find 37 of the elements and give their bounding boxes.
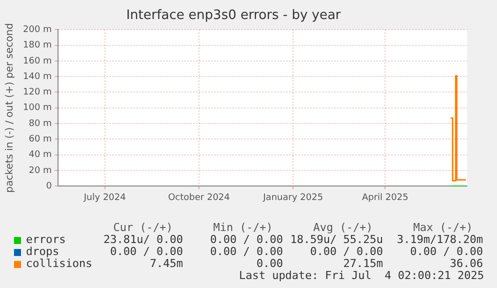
y-tick-label: 140 m <box>22 72 52 82</box>
y-tick-label: 20 m <box>28 166 52 176</box>
text: 27.15m <box>343 256 384 270</box>
x-tick-label: April 2025 <box>362 192 408 203</box>
text: 0.00 / 0.00 <box>110 244 183 258</box>
x-tick-label: October 2024 <box>168 192 230 203</box>
text: 7.45m <box>150 256 184 270</box>
legend-label: collisions <box>26 256 92 270</box>
text: Min (-/+) <box>213 220 273 234</box>
legend-label: drops <box>26 244 60 258</box>
y-tick-label: 80 m <box>28 118 52 129</box>
y-tick-label: 160 m <box>22 56 52 66</box>
text: 3.19m/178.20m <box>396 232 484 246</box>
chart-title: Interface enp3s0 errors - by year <box>126 8 342 24</box>
text: 18.59u/ 55.25u <box>290 232 383 246</box>
text: 0.00 <box>256 256 283 270</box>
y-tick-label: 120 m <box>22 88 52 98</box>
y-tick-label: 60 m <box>28 134 52 145</box>
text: 36.06 <box>450 256 483 270</box>
y-tick-label: 40 m <box>28 150 52 160</box>
text: 23.81u/ 0.00 <box>104 232 183 246</box>
y-tick-label: 0 <box>46 182 52 192</box>
text: 0.00 / 0.00 <box>210 232 283 246</box>
y-tick-label: 180 m <box>22 40 52 51</box>
x-tick-label: January 2025 <box>262 192 324 203</box>
x-tick-label: July 2024 <box>82 192 126 203</box>
text: 0.00 / 0.00 <box>410 244 483 258</box>
text: Cur (-/+) <box>113 220 173 234</box>
y-tick-label: 200 m <box>22 24 52 35</box>
text: Max (-/+) <box>413 220 473 234</box>
text: Avg (-/+) <box>313 220 373 234</box>
legend-label: errors <box>26 232 66 246</box>
text: 0.00 / 0.00 <box>210 244 283 258</box>
text: 0.00 / 0.00 <box>310 244 383 258</box>
text: Last update: Fri Jul 4 02:00:21 2025 <box>238 268 484 282</box>
y-axis-title: packets in (-) / out (+) per second <box>4 23 16 193</box>
y-tick-label: 100 m <box>22 103 52 114</box>
